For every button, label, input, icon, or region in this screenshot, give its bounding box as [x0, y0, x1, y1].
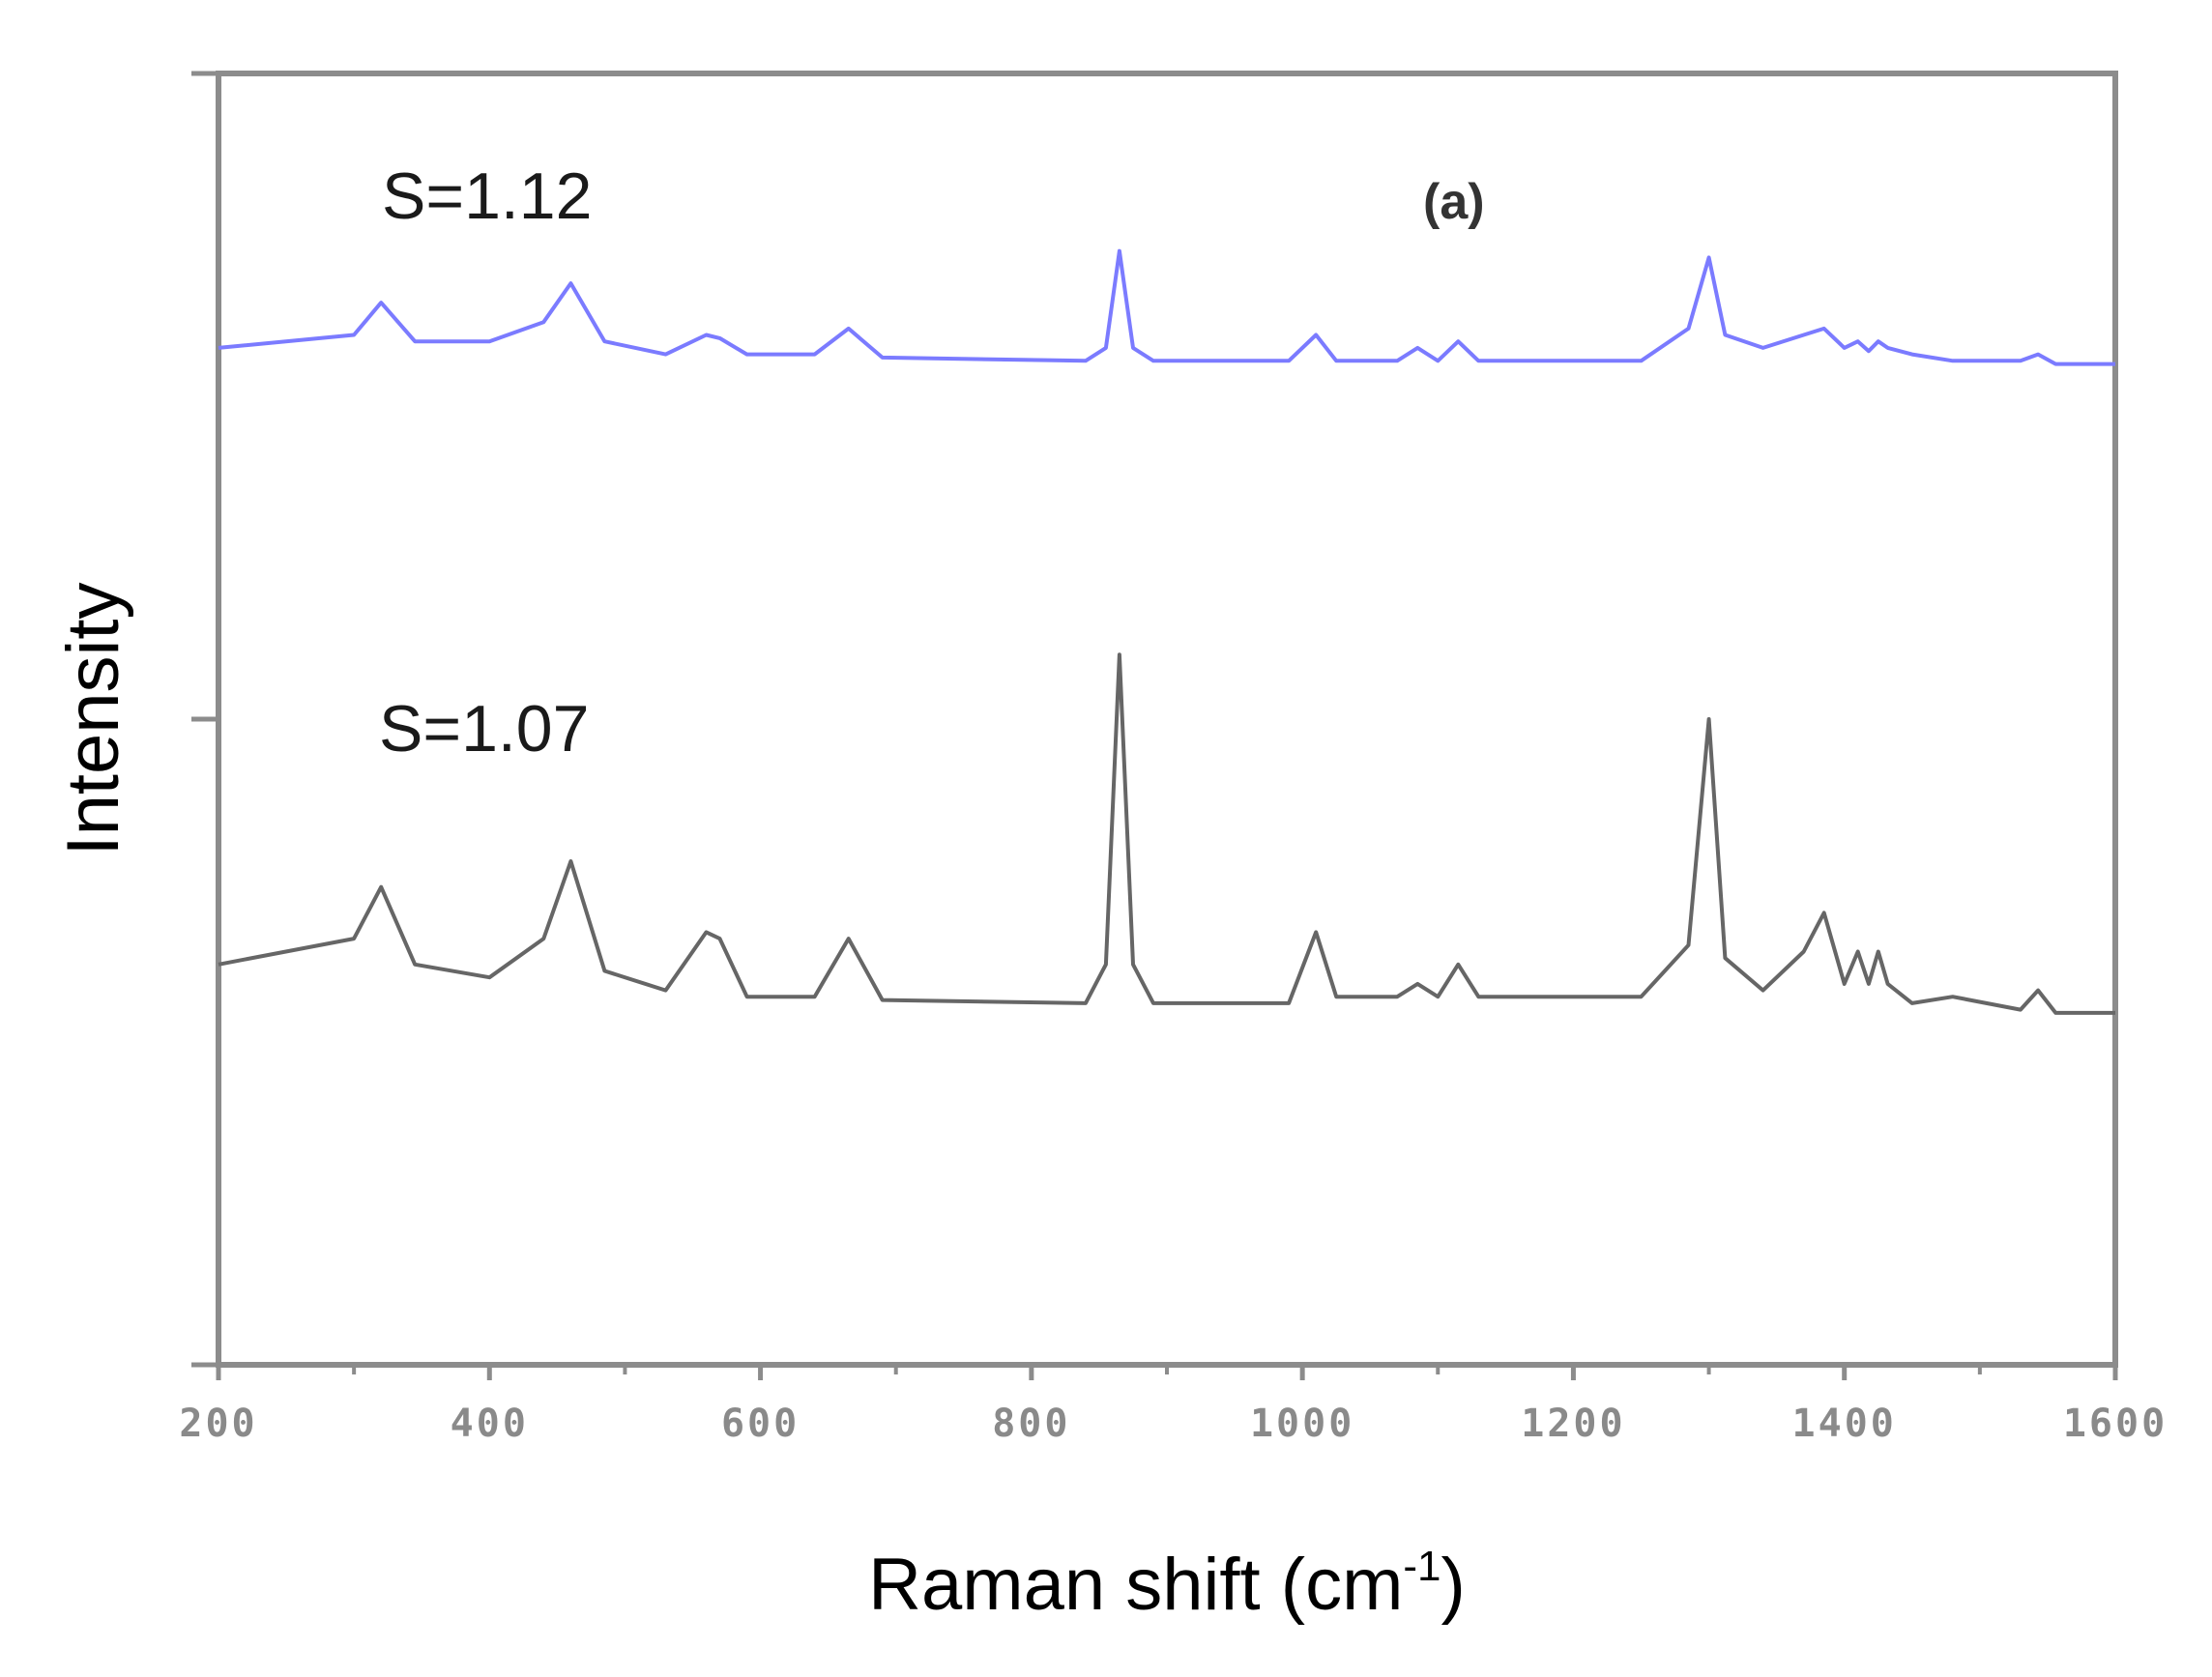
series-label-s112: S=1.12 [382, 159, 592, 233]
x-tick-label: 1200 [1521, 1402, 1625, 1446]
y-axis-ticks [191, 71, 218, 1368]
panel-label: (a) [1423, 174, 1485, 230]
x-tick-label: 1600 [2063, 1402, 2168, 1446]
x-tick-label: 800 [992, 1402, 1070, 1446]
x-axis-title: Raman shift (cm-1) [868, 1543, 1466, 1626]
x-axis-title-sup: -1 [1403, 1543, 1441, 1590]
x-tick-label: 400 [451, 1402, 529, 1446]
x-axis-title-main: Raman shift (cm [868, 1544, 1403, 1626]
series-line-0 [218, 248, 2115, 366]
x-axis-ticks: 200 400 600 800 1000 1200 1400 1600 [179, 1365, 2168, 1446]
x-tick-label: 600 [721, 1402, 800, 1446]
series-line-1 [218, 652, 2115, 1015]
series-layer [218, 248, 2115, 1015]
series-label-s107: S=1.07 [379, 692, 589, 766]
y-axis-title: Intensity [52, 582, 134, 855]
x-tick-label: 1400 [1792, 1402, 1897, 1446]
x-tick-label: 1000 [1250, 1402, 1354, 1446]
x-tick-label: 200 [179, 1402, 257, 1446]
x-axis-title-close: ) [1441, 1544, 1466, 1626]
